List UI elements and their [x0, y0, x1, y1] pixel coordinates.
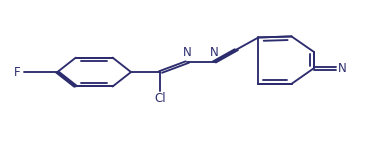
Text: F: F: [14, 66, 20, 79]
Text: N: N: [183, 46, 192, 59]
Text: N: N: [210, 46, 219, 59]
Text: Cl: Cl: [155, 92, 166, 105]
Text: N: N: [338, 62, 346, 75]
